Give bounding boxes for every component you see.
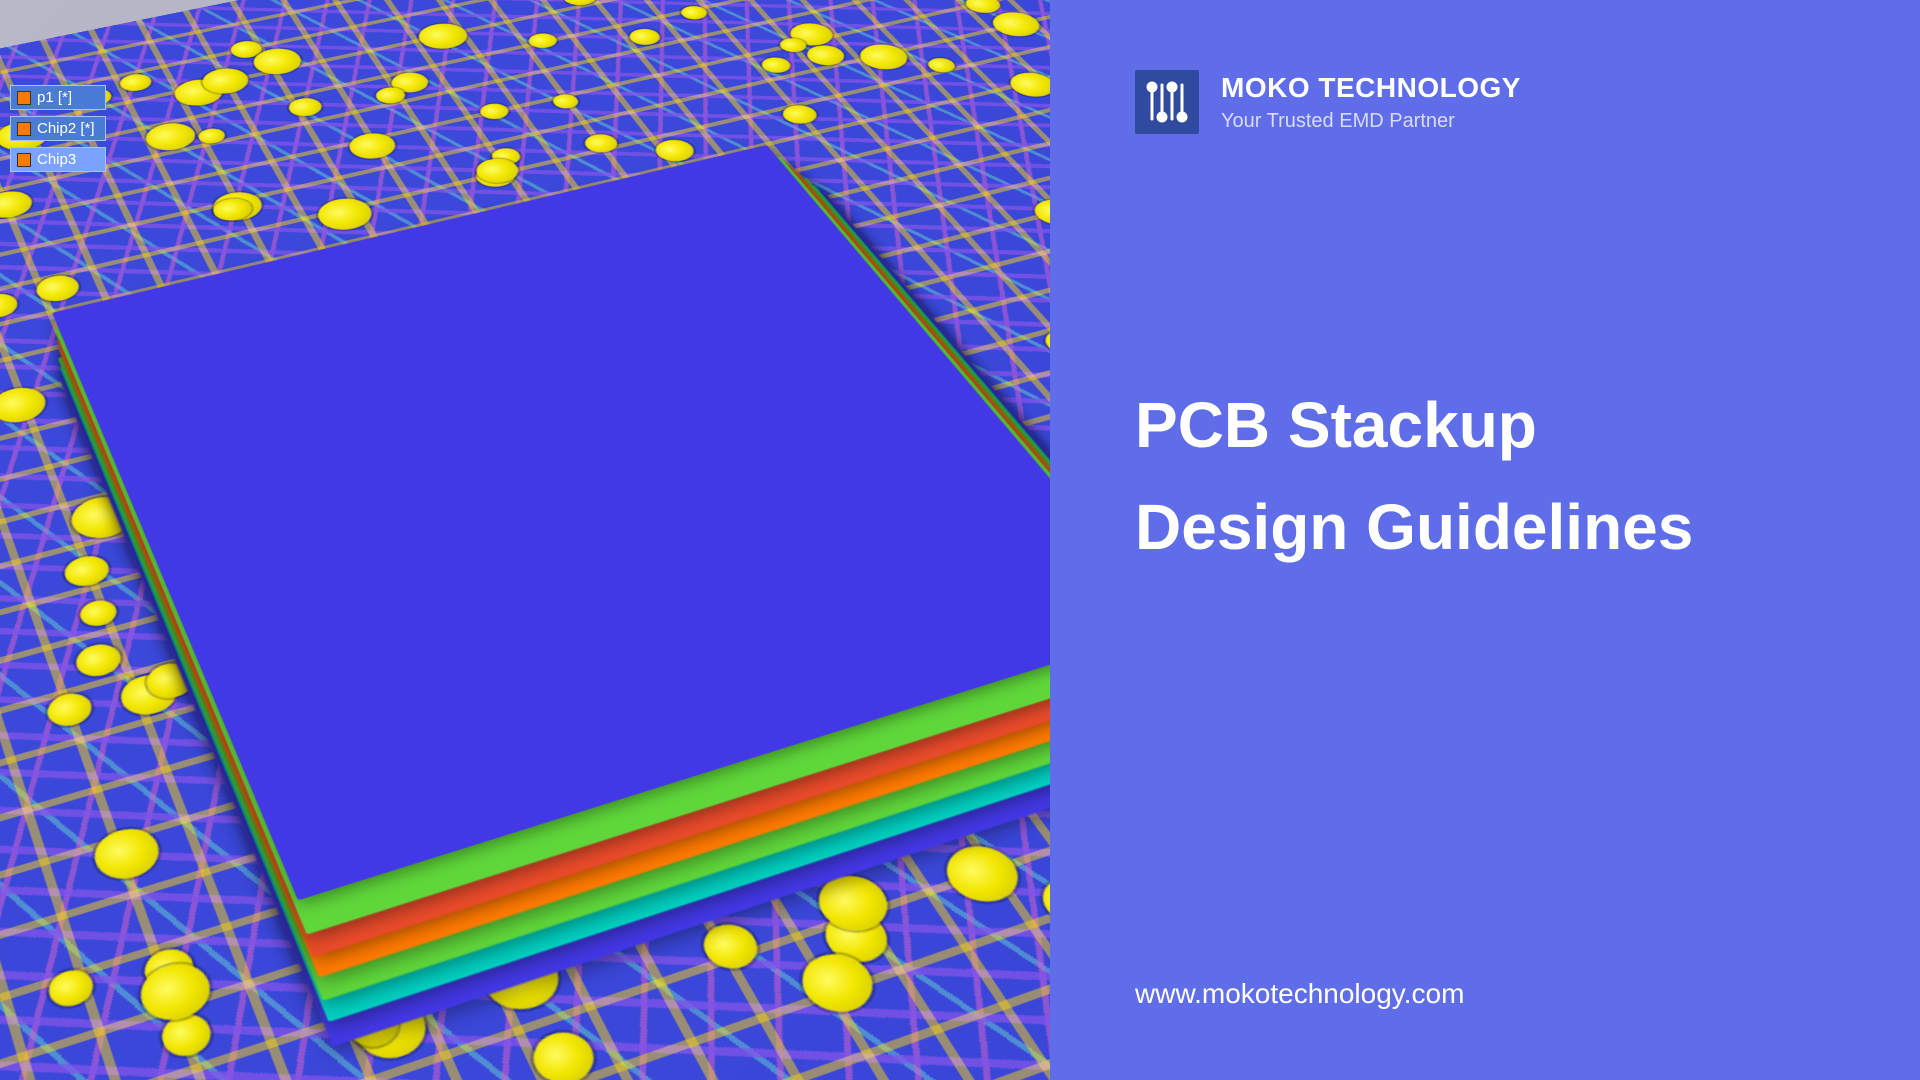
logo-svg bbox=[1144, 79, 1190, 125]
chip-tag: Chip2 [*] bbox=[10, 116, 106, 141]
title-line-2: Design Guidelines bbox=[1135, 476, 1835, 578]
title-line-1: PCB Stackup bbox=[1135, 374, 1835, 476]
brand-block: MOKO TECHNOLOGY Your Trusted EMD Partner bbox=[1135, 70, 1835, 134]
chip-tags-list: p1 [*] Chip2 [*] Chip3 bbox=[10, 85, 106, 172]
brand-logo-icon bbox=[1135, 70, 1199, 134]
brand-tagline: Your Trusted EMD Partner bbox=[1221, 110, 1521, 133]
title-block: PCB Stackup Design Guidelines bbox=[1135, 374, 1835, 579]
company-name: MOKO TECHNOLOGY bbox=[1221, 71, 1521, 105]
info-panel: MOKO TECHNOLOGY Your Trusted EMD Partner… bbox=[1050, 0, 1920, 1080]
pcb-3d-scene bbox=[0, 26, 1050, 1080]
pcb-illustration-panel: p1 [*] Chip2 [*] Chip3 bbox=[0, 0, 1050, 1080]
brand-text: MOKO TECHNOLOGY Your Trusted EMD Partner bbox=[1221, 71, 1521, 134]
website-url: www.mokotechnology.com bbox=[1135, 978, 1835, 1010]
chip-tag: p1 [*] bbox=[10, 85, 106, 110]
chip-tag: Chip3 bbox=[10, 147, 106, 172]
